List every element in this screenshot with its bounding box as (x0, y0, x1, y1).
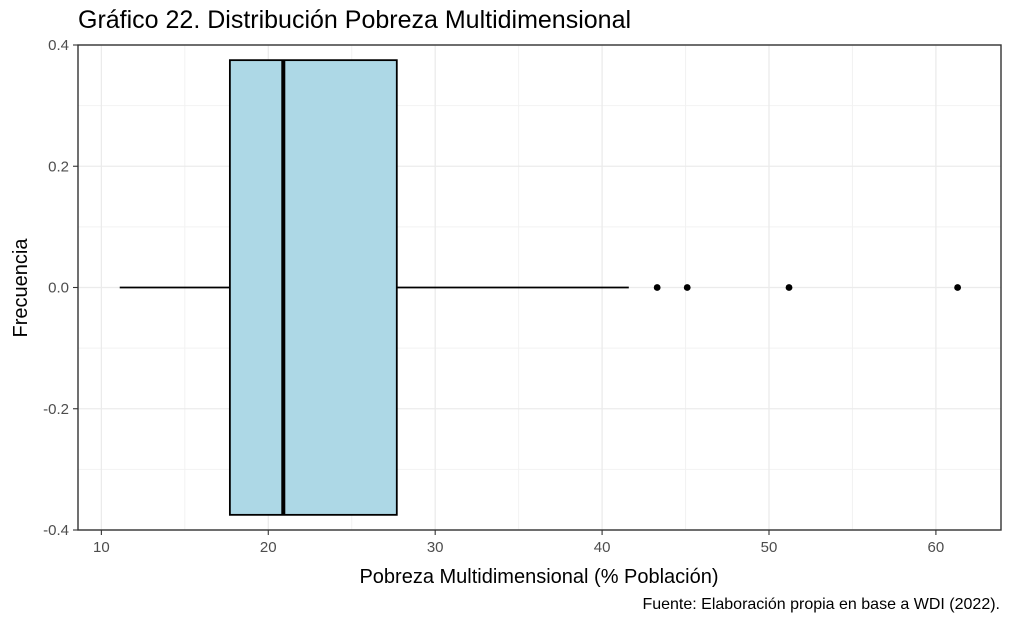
source-caption: Fuente: Elaboración propia en base a WDI… (642, 596, 1000, 613)
y-tick-label: 0.4 (48, 37, 69, 54)
x-axis-title: Pobreza Multidimensional (% Población) (359, 566, 718, 588)
x-tick-label: 20 (260, 539, 277, 556)
x-tick-label: 50 (761, 539, 778, 556)
boxplot-marks (119, 59, 962, 516)
chart-title: Gráfico 22. Distribución Pobreza Multidi… (78, 6, 632, 34)
y-tick-label: -0.4 (43, 522, 69, 539)
outlier-point (954, 284, 962, 291)
x-tick-label: 10 (93, 539, 110, 556)
x-tick-label: 60 (928, 539, 945, 556)
outlier-point (653, 284, 661, 291)
y-tick-label: 0.2 (48, 158, 69, 175)
y-tick-label: -0.2 (43, 401, 69, 418)
x-axis: 10 20 30 40 50 60 (93, 530, 944, 556)
outlier-point (785, 284, 793, 291)
y-tick-label: 0.0 (48, 280, 69, 297)
outlier-point (683, 284, 691, 291)
y-axis: -0.4 -0.2 0.0 0.2 0.4 (43, 37, 78, 539)
y-axis-title: Frecuencia (10, 238, 32, 338)
x-tick-label: 30 (427, 539, 444, 556)
x-tick-label: 40 (594, 539, 611, 556)
iqr-box (228, 59, 398, 516)
